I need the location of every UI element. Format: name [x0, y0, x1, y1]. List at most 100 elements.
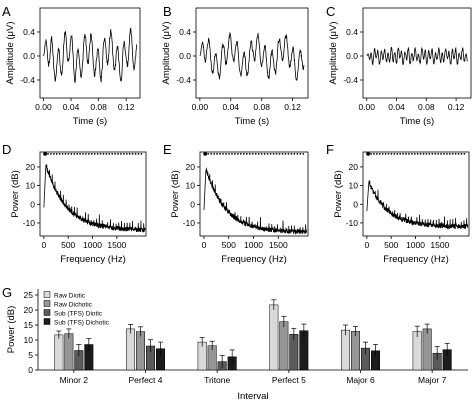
- panel-f-y-axis-title: Power (dB): [333, 170, 344, 218]
- panel-e-marker-dot: [257, 152, 260, 155]
- panel-a-x-axis-title: Time (s): [73, 116, 107, 127]
- panel-e-marker-dot: [266, 152, 269, 155]
- panel-f-x-axis-title: Frequency (Hz): [383, 254, 448, 265]
- panel-d-marker-dot: [102, 152, 105, 155]
- panel-e: E 0 500 1000 1500 -10 0 10 20 Frequency (Hz) Power…: [163, 142, 309, 265]
- panel-d-x-tick-label: 1500: [107, 240, 126, 250]
- panel-f-marker-dot: [463, 152, 466, 155]
- panel-f-marker-dot: [413, 152, 416, 155]
- panel-c-x-tick-label: 0.00: [358, 102, 375, 112]
- panel-f-y-tick-label: 10: [349, 181, 359, 191]
- panel-g-bar: [341, 329, 350, 371]
- panel-f-marker-dot: [370, 152, 372, 155]
- panel-e-marker-start-dot: [203, 151, 208, 156]
- panel-d-marker-dot: [52, 152, 55, 155]
- panel-d-marker-dot: [85, 152, 87, 155]
- panel-d-y-tick-label: -10: [23, 218, 36, 228]
- panel-b-waveform-line: [199, 31, 305, 81]
- panel-e-marker-dot: [207, 152, 210, 155]
- panel-f-marker-dot: [425, 152, 428, 155]
- panel-e-marker-dot: [248, 152, 251, 155]
- panel-d-marker-dot: [58, 152, 61, 155]
- panel-a-letter: A: [2, 4, 11, 19]
- panel-d-marker-dot: [50, 152, 52, 155]
- panel-f-marker-dot: [460, 152, 463, 155]
- panel-d-marker-dot: [105, 152, 108, 155]
- panel-e-marker-dot: [210, 152, 213, 155]
- panel-f-marker-dot: [437, 152, 440, 155]
- panel-a-x-tick-label: 0.00: [35, 102, 52, 112]
- panel-d-marker-dot: [131, 152, 134, 155]
- panel-e-marker-dot: [275, 152, 278, 155]
- panel-d-marker-dot: [47, 152, 49, 155]
- panel-b-plot-frame: [195, 7, 309, 99]
- panel-d-marker-dot: [111, 152, 114, 155]
- panel-f-marker-dot: [410, 152, 413, 155]
- panel-e-marker-dot: [296, 152, 299, 155]
- panel-f-marker-dot: [375, 152, 378, 155]
- panel-d-marker-dot: [73, 152, 76, 155]
- panel-f-marker-dot: [378, 152, 381, 155]
- panel-g-bar: [54, 334, 64, 371]
- panel-e-marker-dot: [251, 152, 254, 155]
- panel-f-x-tick-label: 1500: [430, 240, 449, 250]
- panel-g-category-label: Major 7: [418, 375, 447, 385]
- panel-c-y-tick-label: -0.4: [343, 75, 358, 85]
- legend-swatch: [43, 291, 51, 298]
- panel-d-marker-dot: [117, 152, 119, 155]
- panel-b: B 0.00 0.04 0.08 0.12 -0.4 0.0 0.4 Time (s) Ampli…: [161, 4, 309, 127]
- panel-f-marker-dot: [443, 152, 445, 155]
- panel-d-marker-dot: [114, 152, 117, 155]
- panel-d-letter: D: [2, 142, 11, 157]
- panel-e-marker-dot: [219, 152, 221, 155]
- panel-f-marker-dot: [390, 152, 393, 155]
- panel-a-x-tick-label: 0.12: [118, 102, 135, 112]
- panel-e-marker-dot: [290, 152, 293, 155]
- panel-e-marker-dot: [269, 152, 272, 155]
- panel-e-marker-dot: [242, 152, 245, 155]
- panel-d-marker-dot: [82, 152, 84, 155]
- panel-b-x-tick-label: 0.08: [253, 102, 270, 112]
- panel-f-marker-dot: [373, 152, 375, 155]
- panel-b-y-axis-title: Amplitude (μV): [161, 21, 172, 84]
- panel-d-marker-dot: [61, 152, 64, 155]
- panel-d-marker-dot: [87, 152, 90, 155]
- panel-f-marker-dot: [451, 152, 454, 155]
- panel-a-plot-frame: [39, 7, 141, 99]
- panel-g-bar: [422, 328, 432, 371]
- panel-d-y-tick-label: 20: [26, 162, 36, 172]
- panel-a-x-tick-label: 0.04: [63, 102, 80, 112]
- panel-e-marker-dot: [299, 152, 302, 155]
- legend-label: Sub (TFS) Dichotic: [54, 319, 110, 326]
- panel-e-marker-dot: [236, 152, 239, 155]
- panel-a-y-tick-label: -0.4: [20, 75, 35, 85]
- panel-e-marker-dot: [222, 152, 224, 155]
- panel-f-marker-dot: [419, 152, 422, 155]
- panel-f: F 0 500 1000 1500 -10 0 10 20 Frequency (Hz) Power…: [326, 142, 470, 265]
- panel-e-marker-dot: [263, 152, 266, 155]
- panel-e-spectrum-line: [203, 167, 308, 236]
- panel-f-marker-dot: [422, 152, 425, 155]
- panel-f-y-tick-label: 0: [353, 199, 358, 209]
- panel-d-x-tick-label: 1000: [83, 240, 102, 250]
- panel-d-marker-dot: [67, 152, 70, 155]
- panel-g-letter: G: [2, 285, 12, 300]
- panel-e-marker-dot: [281, 152, 284, 155]
- panel-b-x-tick-label: 0.12: [284, 102, 301, 112]
- panel-a-x-tick-label: 0.08: [90, 102, 107, 112]
- panel-a-y-tick-label: 0.4: [23, 27, 35, 37]
- panel-g-bar: [136, 331, 145, 371]
- panel-a: A 0.00 0.04 0.08 0.12 -0.4 0.0 0.4 Time (s) Ampli…: [2, 4, 141, 127]
- panel-f-marker-dot: [387, 152, 390, 155]
- panel-d-marker-dot: [99, 152, 102, 155]
- panel-f-marker-dot: [396, 152, 399, 155]
- panel-g-y-tick-label: 20: [24, 305, 34, 315]
- panel-d-marker-dot: [125, 152, 128, 155]
- panel-d-marker-dot: [55, 152, 58, 155]
- panel-e-marker-dot: [278, 152, 281, 155]
- panel-e-marker-dot: [245, 152, 248, 155]
- panel-a-y-axis-title: Amplitude (μV): [5, 21, 16, 84]
- panel-b-y-tick-label: 0.0: [179, 51, 191, 61]
- panel-e-marker-dot: [231, 152, 233, 155]
